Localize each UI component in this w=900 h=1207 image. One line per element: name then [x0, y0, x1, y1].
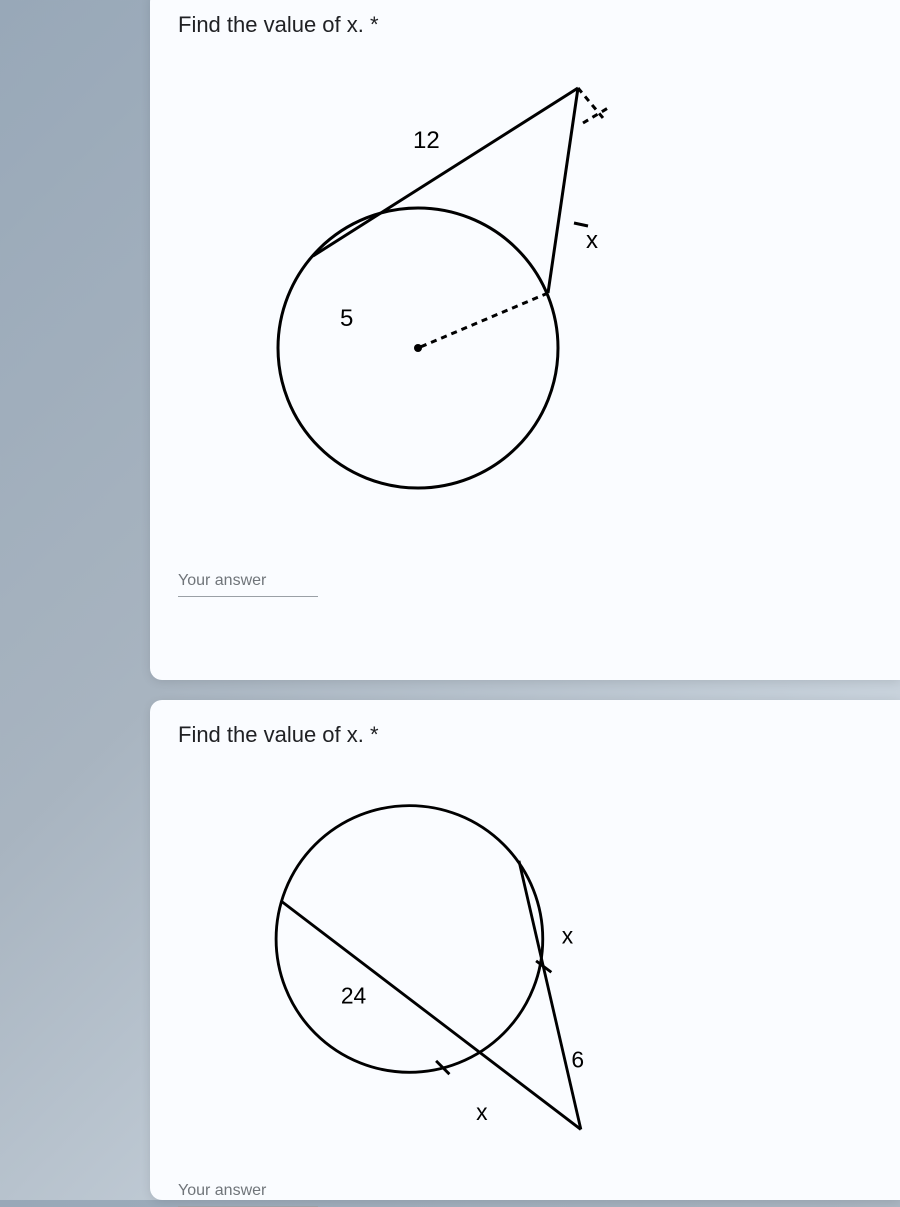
label-x-external: x [476, 1099, 488, 1125]
label-5: 5 [340, 305, 353, 332]
secant-line [313, 88, 578, 256]
diagram-2: 24 x x 6 [178, 758, 872, 1158]
question-title: Find the value of x. * [178, 12, 872, 38]
circle-2 [276, 806, 543, 1073]
question-card-1: Find the value of x. * 12 5 x [150, 0, 900, 680]
label-6: 6 [571, 1047, 584, 1073]
question-title-2: Find the value of x. * [178, 722, 872, 748]
answer-input-2[interactable]: Your answer [178, 1178, 318, 1207]
dash-tick [583, 108, 608, 123]
label-x-chord: x [562, 923, 574, 949]
tick-x [574, 223, 588, 226]
dashed-radius [418, 293, 548, 348]
label-12: 12 [413, 127, 440, 154]
answer-input-1[interactable]: Your answer [178, 568, 318, 597]
label-24: 24 [341, 983, 367, 1009]
tangent-line [548, 88, 578, 293]
diagram-1: 12 5 x [178, 48, 872, 548]
diagram-svg-2: 24 x x 6 [178, 758, 698, 1158]
center-dot [414, 344, 422, 352]
question-card-2: Find the value of x. * 24 x x 6 Your ans… [150, 700, 900, 1200]
label-x: x [586, 227, 598, 254]
diagram-svg-1: 12 5 x [178, 48, 698, 548]
